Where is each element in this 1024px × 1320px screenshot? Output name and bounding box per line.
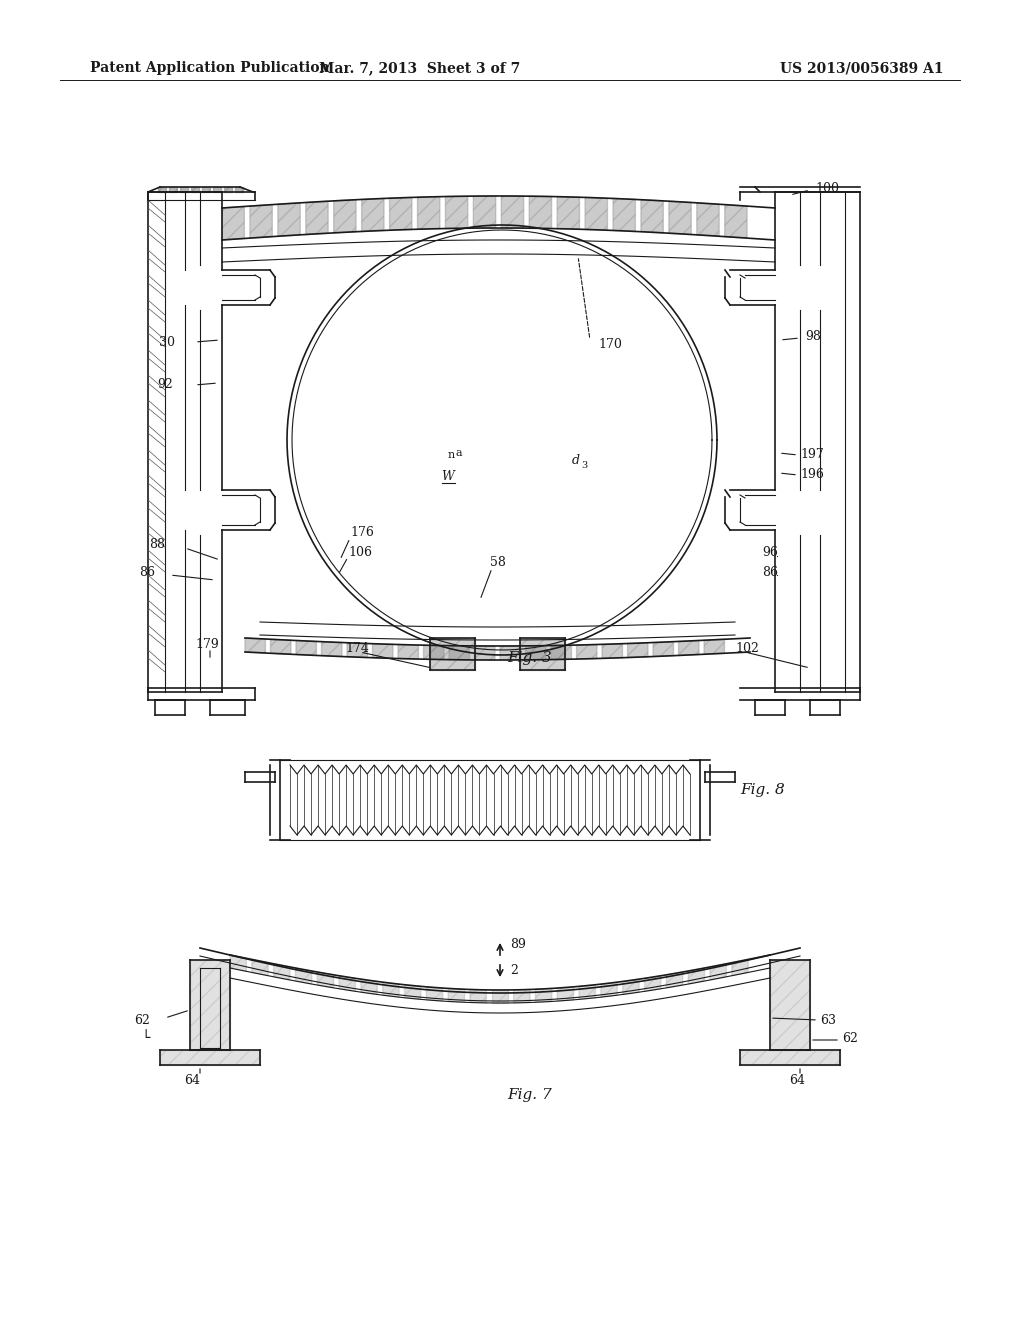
Text: 3: 3 bbox=[581, 461, 587, 470]
Text: 62: 62 bbox=[842, 1031, 858, 1044]
Text: 106: 106 bbox=[348, 545, 372, 558]
Text: 102: 102 bbox=[735, 642, 759, 655]
Text: 64: 64 bbox=[184, 1073, 200, 1086]
Text: W: W bbox=[441, 470, 455, 483]
Text: n: n bbox=[449, 450, 456, 459]
Text: 196: 196 bbox=[800, 469, 824, 482]
Text: 176: 176 bbox=[350, 527, 374, 540]
Text: 64: 64 bbox=[790, 1073, 805, 1086]
Text: Fig. 8: Fig. 8 bbox=[740, 783, 784, 797]
Text: Fig. 3: Fig. 3 bbox=[508, 651, 552, 665]
Text: 86: 86 bbox=[139, 565, 155, 578]
Text: 197: 197 bbox=[800, 449, 823, 462]
Text: a: a bbox=[455, 447, 462, 458]
Text: 98: 98 bbox=[805, 330, 821, 343]
Text: 100: 100 bbox=[815, 181, 839, 194]
Text: 30: 30 bbox=[159, 335, 175, 348]
Text: 63: 63 bbox=[820, 1014, 836, 1027]
Text: 86: 86 bbox=[762, 565, 778, 578]
Text: 92: 92 bbox=[158, 379, 173, 392]
Text: └: └ bbox=[141, 1031, 150, 1045]
Text: 174: 174 bbox=[345, 642, 369, 655]
Text: 62: 62 bbox=[134, 1014, 150, 1027]
Text: d: d bbox=[572, 454, 580, 466]
Text: 170: 170 bbox=[598, 338, 622, 351]
Text: Patent Application Publication: Patent Application Publication bbox=[90, 61, 330, 75]
Text: 179: 179 bbox=[195, 639, 219, 652]
Text: Fig. 7: Fig. 7 bbox=[508, 1088, 552, 1102]
Text: 2: 2 bbox=[510, 964, 518, 977]
Text: US 2013/0056389 A1: US 2013/0056389 A1 bbox=[780, 61, 943, 75]
Text: 58: 58 bbox=[490, 557, 506, 569]
Text: 89: 89 bbox=[510, 939, 526, 952]
Text: 96: 96 bbox=[762, 546, 778, 560]
Text: 88: 88 bbox=[150, 539, 165, 552]
Text: Mar. 7, 2013  Sheet 3 of 7: Mar. 7, 2013 Sheet 3 of 7 bbox=[319, 61, 520, 75]
